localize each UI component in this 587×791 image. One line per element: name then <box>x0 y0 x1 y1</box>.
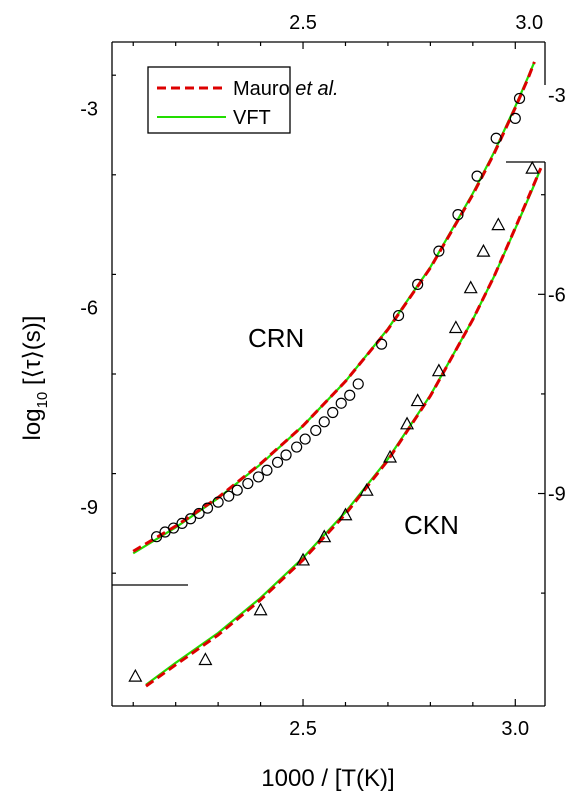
ckn-data-point <box>359 482 374 496</box>
crn-data-point <box>318 416 330 428</box>
crn-data-point <box>344 389 356 401</box>
crn-data-point <box>352 378 364 390</box>
ckn-mauro-curve <box>145 167 543 688</box>
crn-data-point <box>261 464 273 476</box>
ckn-data-point <box>476 243 491 257</box>
ckn-data-point <box>198 652 213 666</box>
crn-label: CRN <box>248 323 304 353</box>
ckn-data-point <box>525 160 540 174</box>
x-axis-title: 1000 / [T(K)] <box>261 765 394 791</box>
crn-data-point <box>291 441 303 453</box>
crn-data-point <box>310 424 322 437</box>
ckn-data-point <box>448 320 463 334</box>
y-axis-title-suffix: [⟨τ⟩(s)] <box>19 316 46 392</box>
x-tick-label: 3.0 <box>501 718 529 740</box>
crn-data-point <box>184 513 197 525</box>
crn-data-point <box>392 309 405 322</box>
crn-data-point <box>513 92 526 105</box>
legend: Mauro et al. VFT <box>147 66 339 134</box>
ckn-data-point <box>431 363 446 377</box>
legend-box <box>147 66 291 134</box>
crn-data-point <box>193 507 205 520</box>
crn-data-point <box>433 245 445 257</box>
ckn-data-point <box>317 529 332 543</box>
axis-ticks: 2.5 3.0 2.5 3.0 -3 -6 -9 -3 -6 -9 <box>80 12 566 740</box>
y-left-tick-label: -9 <box>80 497 98 519</box>
ckn-data-point <box>296 552 311 566</box>
crn-mauro-curve <box>132 61 536 553</box>
y-left-tick-label: -3 <box>80 98 98 120</box>
crn-data-point <box>280 449 292 461</box>
ckn-vft-curve <box>145 167 542 686</box>
y-axis-title-subscript: 10 <box>34 392 51 409</box>
ckn-data-point <box>410 393 425 407</box>
crn-data-point <box>223 490 235 502</box>
crn-data-point <box>176 517 188 530</box>
crn-vft-curve <box>132 61 536 555</box>
data-markers <box>128 92 540 682</box>
ckn-data-point <box>491 217 506 231</box>
crn-data-point <box>509 112 521 124</box>
ckn-data-point <box>383 449 398 463</box>
x-top-tick-label: 2.5 <box>289 12 317 34</box>
crn-data-point <box>212 496 224 508</box>
crn-data-point <box>471 170 483 182</box>
crn-data-point <box>335 397 347 409</box>
ckn-data-point <box>253 602 268 616</box>
crn-data-point <box>412 278 424 290</box>
crn-data-point <box>271 456 284 468</box>
y-axis-title: log10 [⟨τ⟩(s)] <box>19 316 51 441</box>
y-right-tick-label: -3 <box>548 85 566 107</box>
crn-data-point <box>201 502 214 514</box>
ckn-data-point <box>463 280 478 294</box>
crn-data-point <box>252 471 265 483</box>
crn-data-point <box>375 338 388 350</box>
y-left-tick-label: -6 <box>80 298 98 320</box>
legend-label-mauro-italic: et al. <box>295 78 338 100</box>
crn-data-point <box>490 132 502 144</box>
ckn-data-point <box>400 416 415 430</box>
crn-data-point <box>242 477 254 490</box>
ckn-label: CKN <box>404 510 459 540</box>
x-top-tick-label: 3.0 <box>515 12 543 34</box>
crn-data-point <box>452 209 464 221</box>
legend-label-mauro-main: Mauro <box>233 78 295 100</box>
legend-label-mauro: Mauro et al. <box>233 78 339 100</box>
crn-data-point <box>299 433 311 445</box>
y-right-tick-label: -6 <box>548 284 566 306</box>
fit-curves <box>132 61 543 688</box>
crn-data-point <box>327 406 339 419</box>
legend-label-vft: VFT <box>233 107 271 129</box>
y-right-tick-label: -9 <box>548 484 566 506</box>
y-axis-title-prefix: log <box>19 408 46 440</box>
crn-data-point <box>231 484 243 496</box>
crn-data-point <box>167 522 180 534</box>
ckn-data-point <box>338 507 353 521</box>
ckn-data-point <box>128 668 143 682</box>
x-tick-label: 2.5 <box>289 718 317 740</box>
plot-frame <box>111 41 546 707</box>
crn-data-point <box>150 531 163 543</box>
